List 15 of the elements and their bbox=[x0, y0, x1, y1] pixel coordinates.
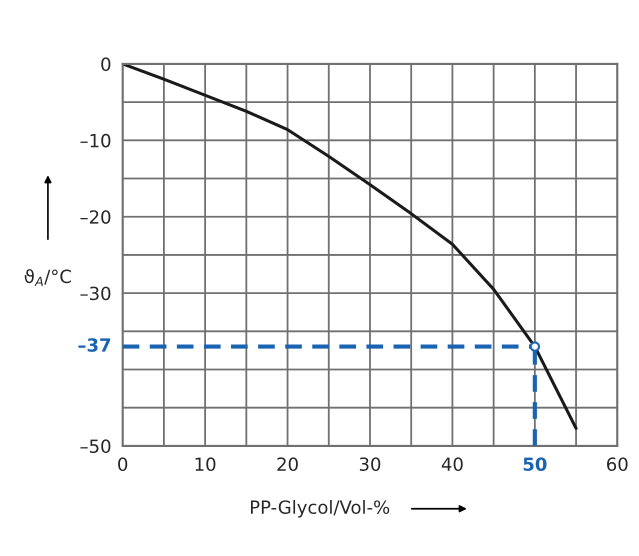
x-tick-label: 10 bbox=[196, 457, 216, 471]
y-tick-label: –20 bbox=[80, 210, 110, 224]
y-tick-label: –50 bbox=[80, 439, 110, 454]
ref-line-label: 50 bbox=[524, 457, 547, 471]
y-tick-label: –30 bbox=[80, 286, 110, 300]
x-axis-title: PP-Glycol/Vol-% bbox=[250, 500, 390, 518]
ref-line-label: –37 bbox=[78, 338, 110, 352]
x-tick-label: 0 bbox=[118, 457, 128, 471]
y-tick-label: 0 bbox=[101, 57, 110, 72]
x-tick-label: 60 bbox=[607, 457, 628, 471]
x-tick-label: 40 bbox=[442, 457, 463, 471]
x-tick-label: 20 bbox=[277, 457, 298, 471]
x-tick-label: 30 bbox=[360, 457, 380, 471]
y-tick-label: –10 bbox=[80, 134, 110, 148]
y-axis-title: ϑ$_{A}$/°C bbox=[24, 269, 71, 286]
